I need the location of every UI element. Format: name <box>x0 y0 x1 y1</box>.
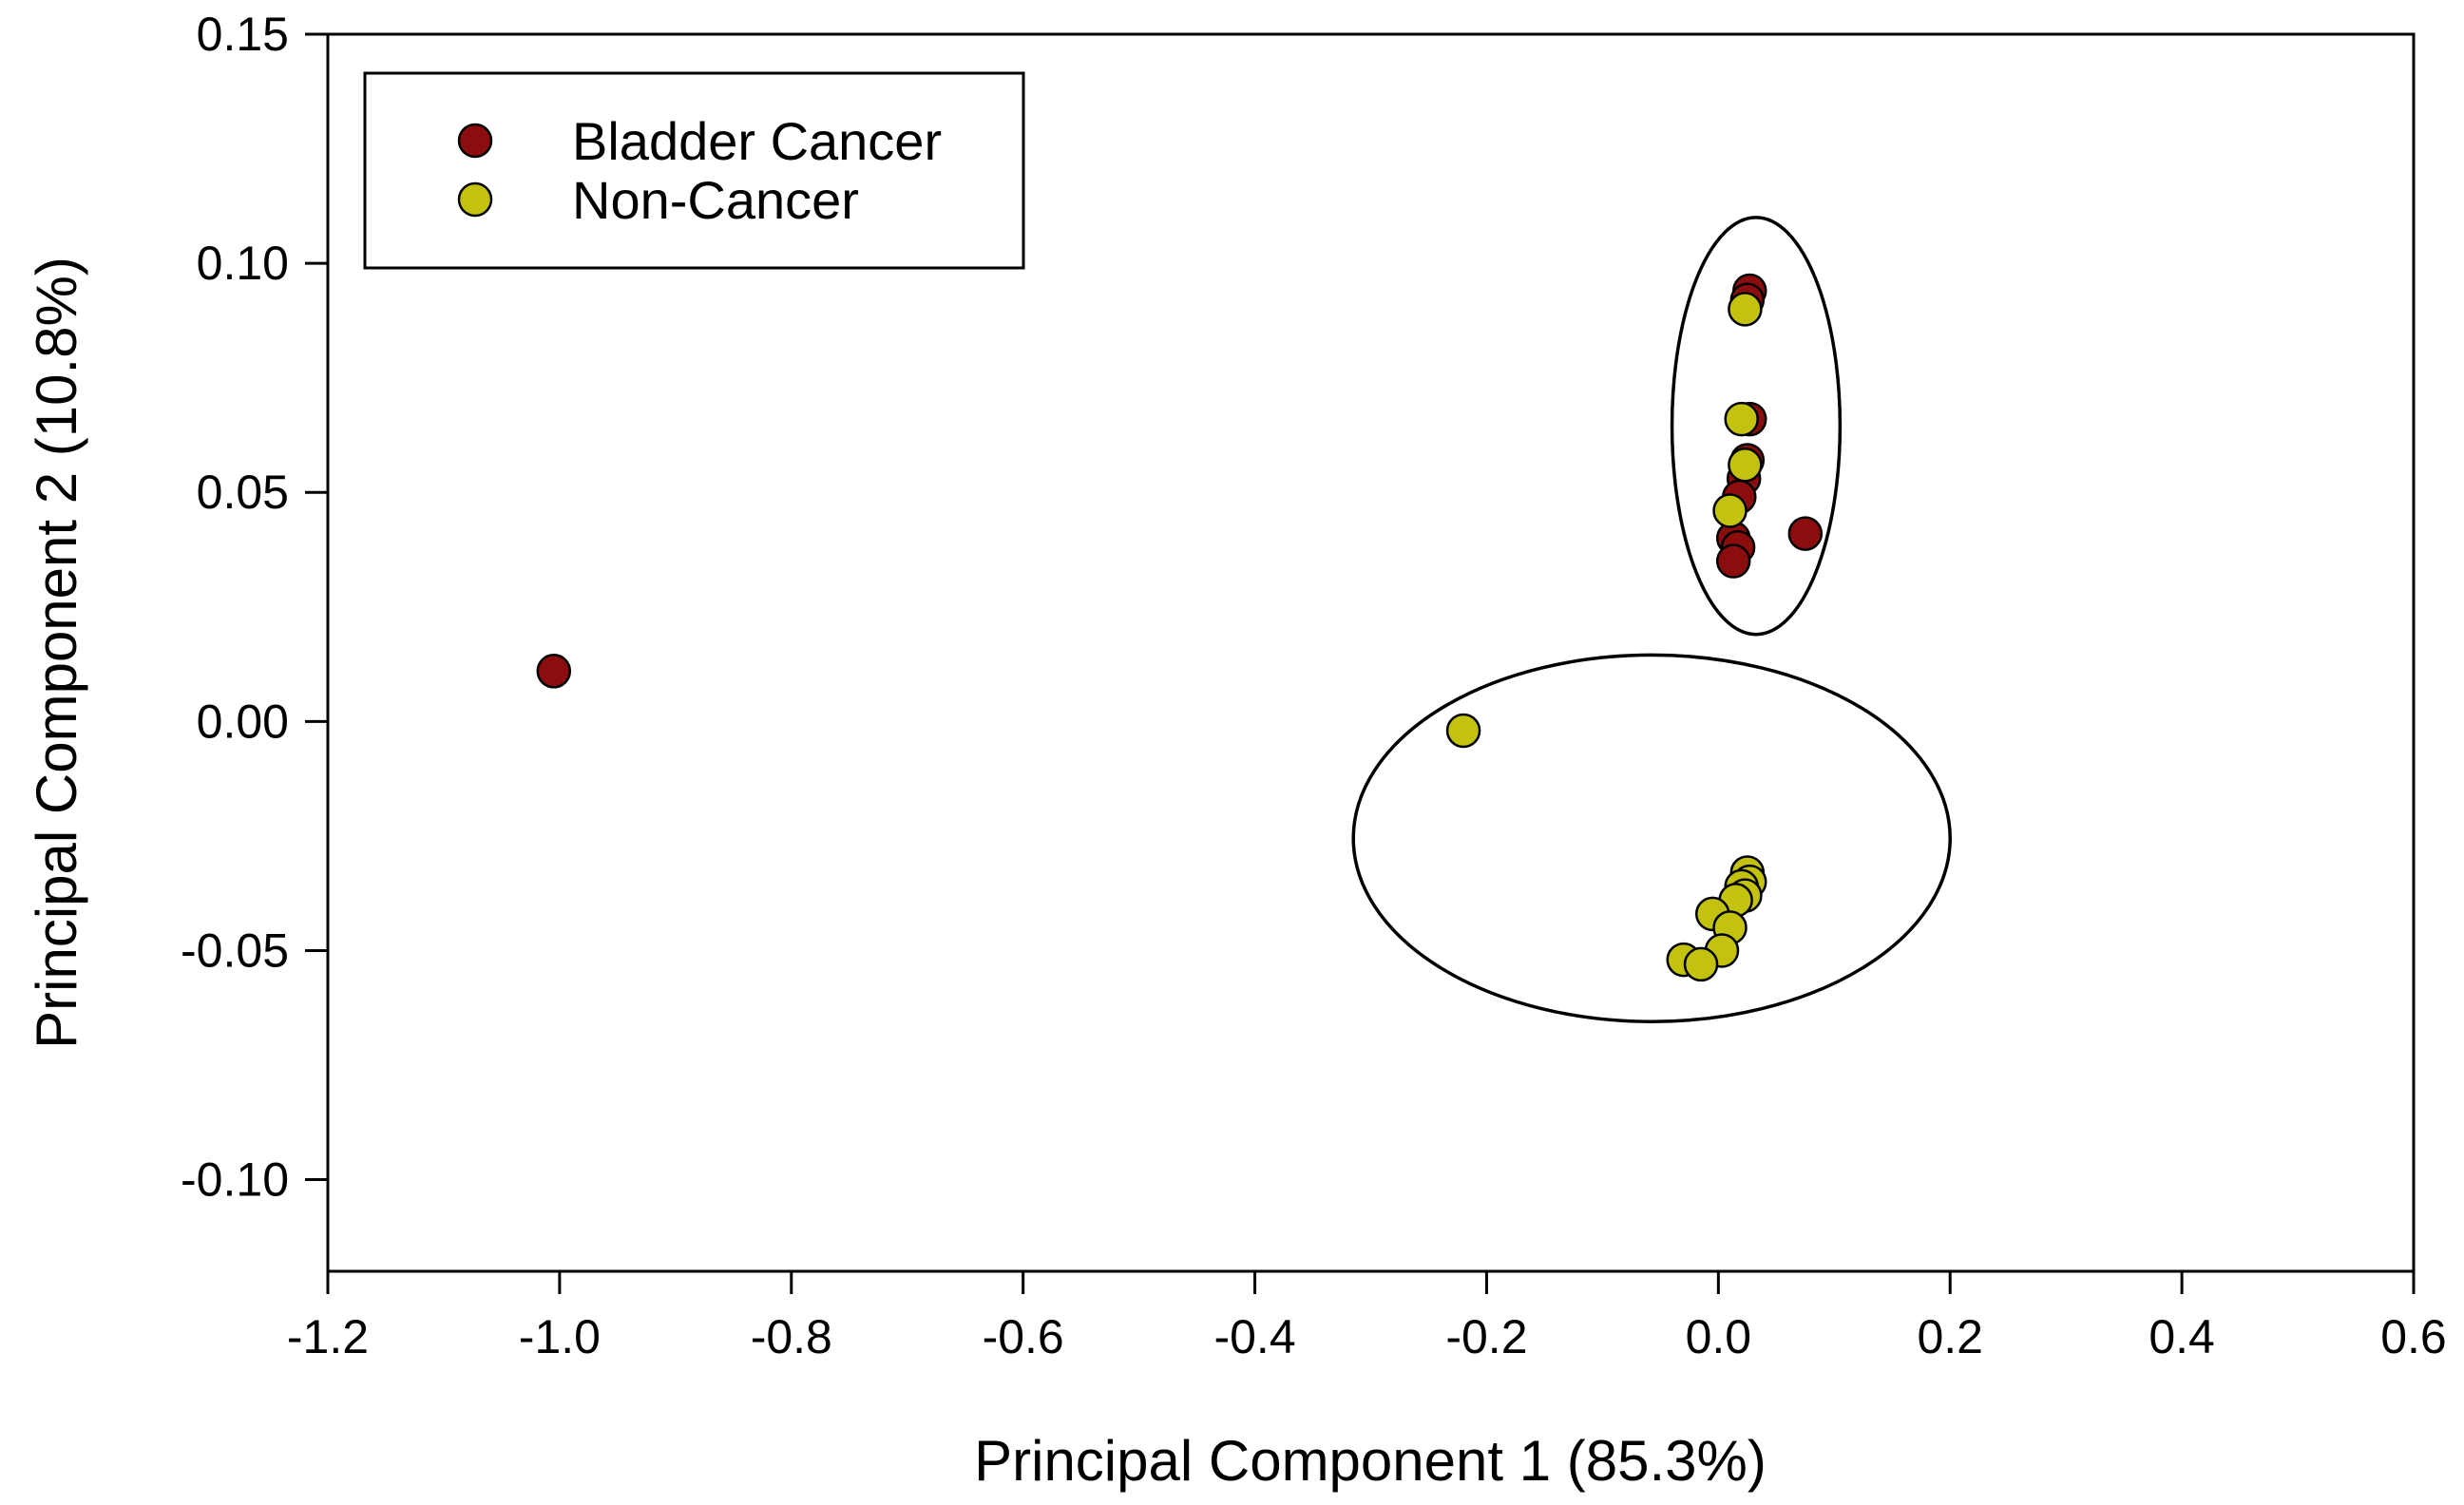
point-non-cancer <box>1712 493 1748 528</box>
y-tick-label: 0.00 <box>197 695 289 748</box>
x-tick-label: -1.2 <box>287 1310 369 1363</box>
plot-frame <box>326 32 2416 1273</box>
y-axis-label: Principal Component 2 (10.8%) <box>25 257 88 1049</box>
data-points <box>536 273 1824 982</box>
point-non-cancer <box>1728 292 1763 327</box>
y-tick-label: 0.05 <box>197 466 289 519</box>
cluster-ellipse <box>1351 653 1952 1023</box>
x-tick-label: -0.8 <box>751 1310 832 1363</box>
y-axis: -0.10 -0.05 0.00 0.05 0.10 0.15 <box>181 8 328 1207</box>
legend-label-non-cancer: Non-Cancer <box>572 170 859 230</box>
x-axis: -1.2 -1.0 -0.8 -0.6 -0.4 -0.2 0.0 0.2 0.4 0.6 <box>287 1271 2447 1363</box>
cluster-ellipses <box>1351 216 1952 1023</box>
x-tick-label: 0.2 <box>1917 1310 1983 1363</box>
legend-marker-non-cancer <box>457 181 493 218</box>
point-bladder-cancer <box>1787 516 1824 551</box>
x-tick-label: 0.6 <box>2380 1310 2447 1363</box>
legend-box <box>363 71 1025 270</box>
x-tick-label: -0.2 <box>1445 1310 1527 1363</box>
y-tick-label: 0.10 <box>197 237 289 290</box>
x-tick-label: -0.4 <box>1213 1310 1295 1363</box>
legend-label-bladder-cancer: Bladder Cancer <box>572 111 942 171</box>
legend-marker-bladder-cancer <box>457 123 493 159</box>
y-tick-label: -0.05 <box>181 924 289 977</box>
point-non-cancer <box>1683 946 1719 982</box>
point-non-cancer <box>1728 448 1763 483</box>
y-tick-label: -0.10 <box>181 1153 289 1207</box>
point-bladder-cancer <box>1715 543 1751 579</box>
x-tick-label: 0.4 <box>2149 1310 2215 1363</box>
cluster-ellipse <box>1670 216 1843 637</box>
x-tick-label: -1.0 <box>519 1310 601 1363</box>
x-tick-label: 0.0 <box>1686 1310 1752 1363</box>
legend: Bladder Cancer Non-Cancer <box>363 71 1025 270</box>
point-bladder-cancer <box>536 654 572 689</box>
y-tick-label: 0.15 <box>197 8 289 61</box>
x-tick-label: -0.6 <box>983 1310 1064 1363</box>
point-non-cancer <box>1445 713 1481 749</box>
x-axis-label: Principal Component 1 (85.3%) <box>974 1429 1767 1493</box>
point-non-cancer <box>1724 401 1759 437</box>
